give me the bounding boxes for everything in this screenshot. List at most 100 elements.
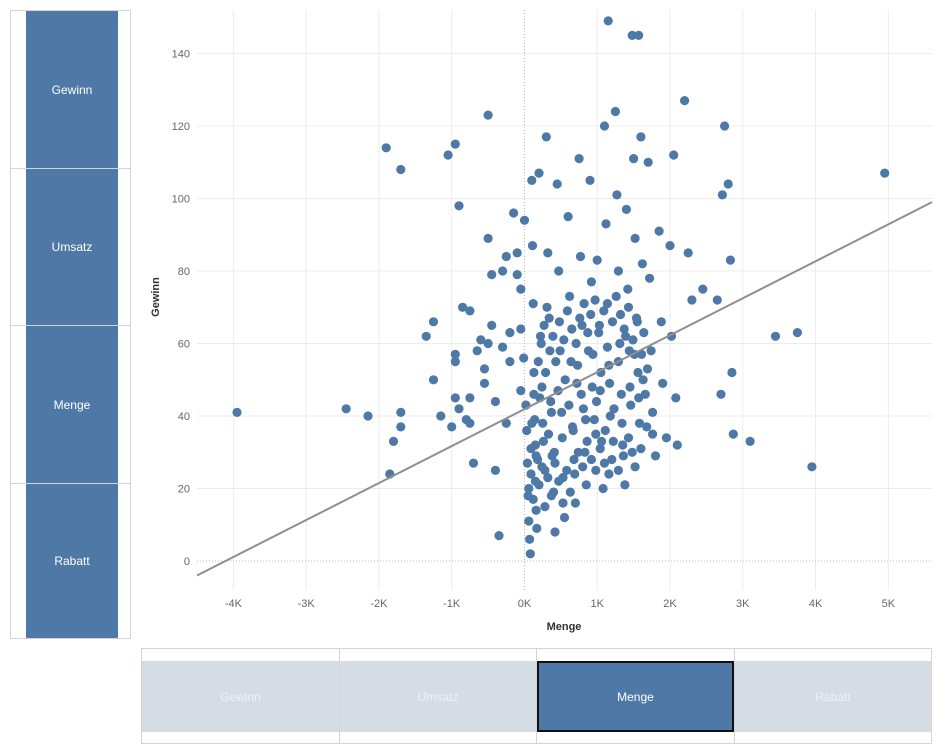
data-point [550, 458, 560, 468]
data-point [658, 378, 668, 388]
data-point [610, 106, 621, 117]
bottom-parameter-panel: Gewinn Umsatz Menge Rabatt [141, 648, 932, 744]
data-point [598, 483, 608, 494]
data-point [542, 302, 552, 312]
data-point [683, 248, 693, 258]
data-point [630, 462, 640, 472]
data-point [545, 346, 555, 356]
data-point [579, 299, 589, 309]
data-point [487, 270, 497, 280]
data-point [634, 418, 645, 428]
left-button-umsatz[interactable]: Umsatz [26, 169, 118, 325]
data-point [554, 317, 565, 327]
bottom-button-rabatt[interactable]: Rabatt [735, 661, 931, 732]
data-point [642, 364, 653, 374]
data-point [627, 447, 637, 457]
y-tick-label: 40 [178, 411, 190, 423]
data-point [568, 425, 578, 436]
left-divider [11, 483, 130, 484]
x-tick-label: 0K [518, 598, 532, 610]
data-point [396, 407, 406, 417]
x-axis-title: Menge [547, 621, 582, 633]
data-point [590, 295, 600, 305]
data-point [554, 266, 564, 276]
data-point [530, 440, 541, 450]
data-point [583, 328, 593, 338]
data-point [712, 295, 722, 305]
data-point [559, 335, 569, 345]
data-point [524, 516, 534, 526]
data-point [465, 418, 475, 428]
data-point [613, 465, 624, 475]
data-point [519, 215, 530, 225]
data-point [564, 400, 574, 410]
data-point [650, 451, 661, 461]
data-point [450, 139, 460, 149]
data-point [557, 433, 567, 443]
data-point [727, 367, 737, 378]
data-point [680, 96, 690, 106]
data-point [642, 422, 652, 432]
data-point [574, 154, 584, 164]
data-point [527, 175, 537, 185]
data-point [505, 328, 515, 338]
data-point [560, 375, 570, 385]
data-point [595, 386, 605, 396]
data-point [609, 404, 619, 414]
x-tick-label: 1K [591, 598, 605, 610]
data-point [541, 132, 551, 142]
data-point [628, 335, 638, 345]
data-point [669, 150, 679, 160]
left-divider [11, 168, 130, 169]
data-point [623, 284, 633, 294]
chart-grid [197, 10, 932, 590]
data-point [597, 436, 607, 446]
data-point [529, 367, 539, 378]
data-point [626, 400, 636, 410]
data-point [558, 498, 568, 508]
data-point [605, 378, 615, 388]
data-point [479, 378, 490, 388]
data-point [599, 121, 610, 131]
data-point [661, 433, 672, 443]
data-point [512, 270, 522, 280]
bottom-button-menge[interactable]: Menge [537, 661, 734, 732]
data-point [428, 317, 439, 327]
data-point [629, 154, 639, 164]
data-point [591, 465, 601, 475]
data-point [720, 121, 730, 131]
data-point [637, 259, 648, 269]
bottom-button-gewinn[interactable]: Gewinn [142, 661, 339, 732]
data-point [599, 306, 609, 316]
data-point [600, 425, 610, 436]
bottom-button-umsatz[interactable]: Umsatz [340, 661, 536, 732]
data-point [534, 168, 544, 178]
left-button-gewinn[interactable]: Gewinn [26, 11, 118, 168]
data-point [565, 291, 575, 301]
data-point [550, 527, 560, 537]
data-point [633, 367, 643, 378]
data-point [616, 389, 626, 399]
data-point [525, 534, 535, 544]
data-point [396, 422, 406, 432]
data-point [569, 454, 579, 465]
data-point [483, 110, 493, 120]
data-point [621, 204, 632, 214]
left-button-menge[interactable]: Menge [26, 326, 118, 483]
bottom-divider [339, 649, 340, 743]
data-point [494, 531, 504, 541]
data-point [589, 415, 599, 425]
data-point [487, 320, 497, 330]
x-tick-label: 4K [809, 598, 823, 610]
x-tick-label: -4K [225, 598, 243, 610]
data-point [880, 168, 890, 178]
data-point [745, 436, 755, 446]
left-button-rabatt[interactable]: Rabatt [26, 484, 118, 638]
data-point [396, 164, 406, 175]
data-point [573, 360, 583, 370]
data-point [575, 313, 585, 323]
data-point [625, 382, 635, 392]
y-tick-label: 60 [178, 339, 190, 351]
data-point [594, 320, 605, 330]
data-point [575, 251, 586, 262]
